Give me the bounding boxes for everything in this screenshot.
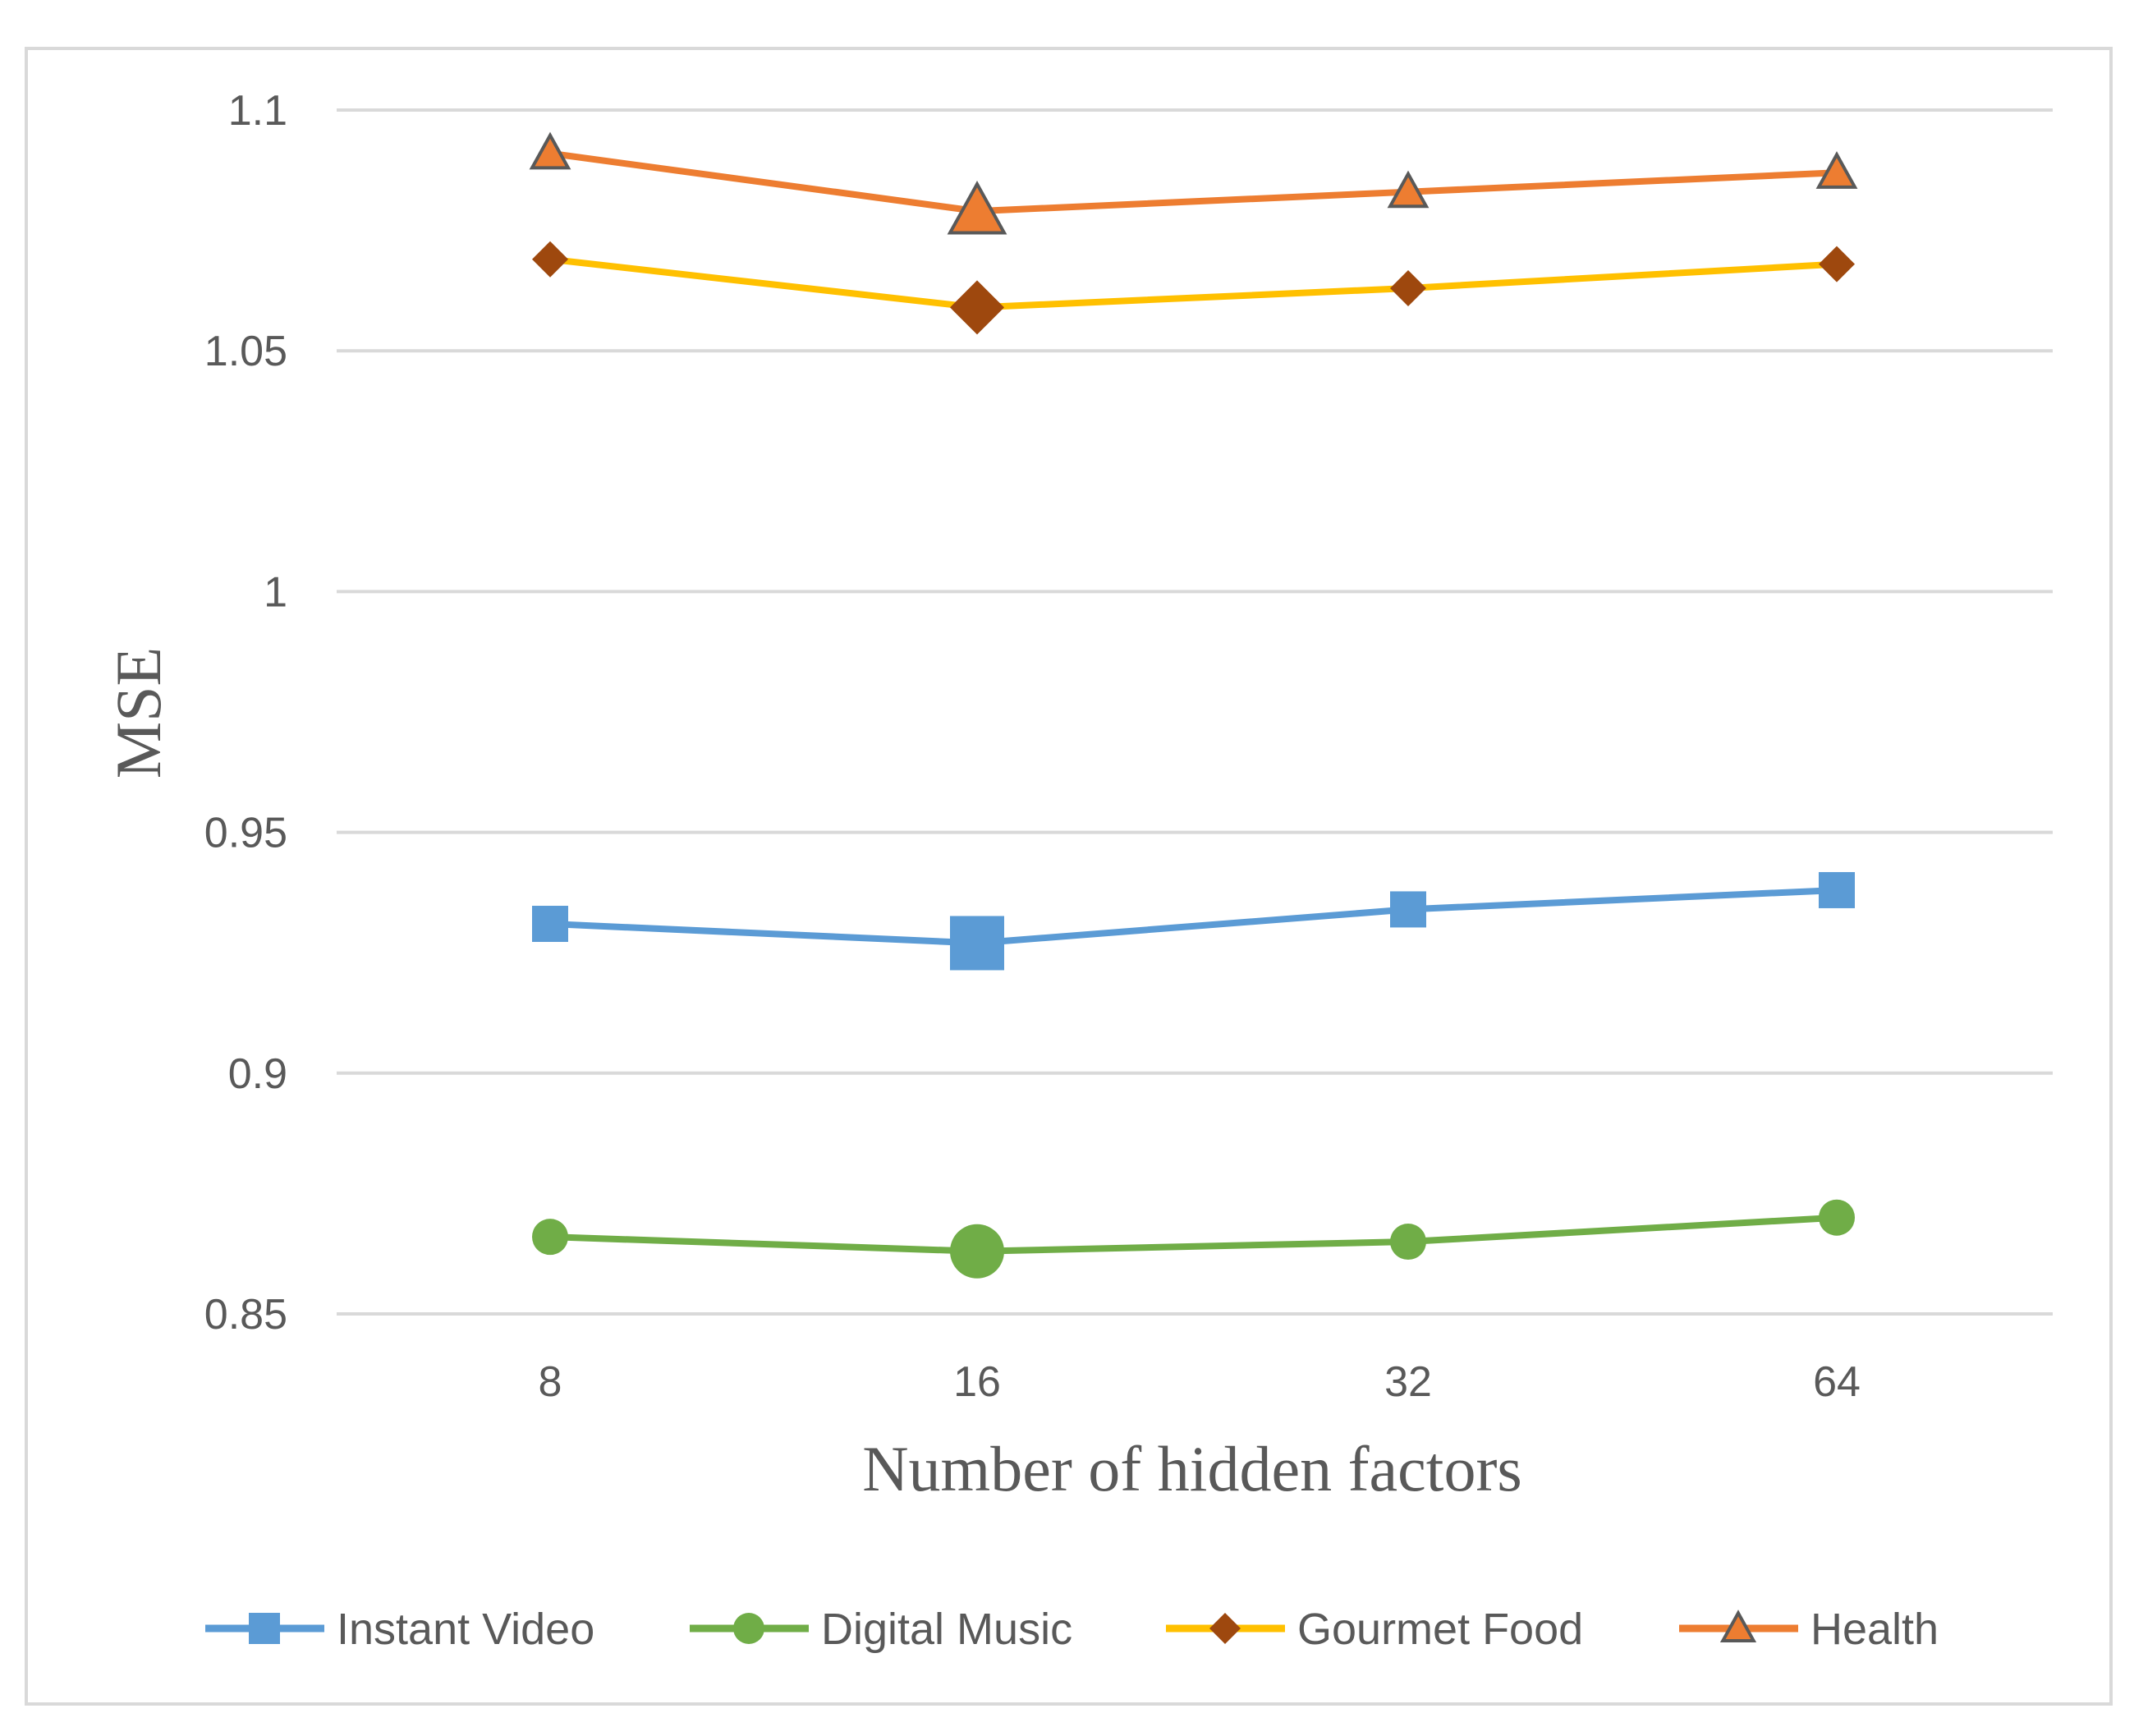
x-tick-label: 64 <box>1813 1358 1861 1406</box>
data-point <box>950 280 1004 335</box>
data-point <box>1819 1199 1855 1236</box>
data-point <box>1819 871 1855 908</box>
data-point <box>947 181 1007 235</box>
y-tick-label: 0.9 <box>228 1050 287 1098</box>
x-tick-label: 16 <box>953 1358 1001 1406</box>
data-point <box>1387 170 1430 209</box>
y-axis-title: MSE <box>103 647 174 778</box>
legend: Instant Video Digital Music Gourmet Food He… <box>205 1605 1939 1654</box>
data-point <box>1390 891 1426 928</box>
legend-item-gourmet-food: Gourmet Food <box>1166 1605 1583 1654</box>
series-layer <box>529 131 1858 1279</box>
y-tick-labels: 0.85 0.9 0.95 1 1.05 1.1 <box>204 87 287 1339</box>
data-point <box>532 906 568 943</box>
x-tick-label: 32 <box>1384 1358 1432 1406</box>
grid-layer <box>337 108 2053 1316</box>
legend-item-health: Health <box>1679 1605 1939 1654</box>
x-tick-label: 8 <box>539 1358 562 1406</box>
data-point <box>1390 1224 1426 1261</box>
data-point <box>529 131 571 170</box>
legend-item-instant-video: Instant Video <box>205 1605 594 1654</box>
series-line <box>549 886 1838 947</box>
legend-label: Digital Music <box>821 1605 1072 1654</box>
y-tick-label: 1 <box>264 568 287 616</box>
series-gourmet-food <box>532 241 1855 335</box>
legend-label: Instant Video <box>337 1605 594 1654</box>
legend-marker <box>1719 1610 1757 1642</box>
y-tick-label: 1.1 <box>228 87 287 135</box>
legend-marker <box>1209 1613 1241 1644</box>
chart-frame <box>25 47 2113 1706</box>
series-line <box>549 149 1838 215</box>
data-point <box>950 1224 1004 1279</box>
legend-marker <box>733 1613 764 1644</box>
legend-label: Gourmet Food <box>1297 1605 1583 1654</box>
series-line <box>549 255 1838 311</box>
series-health <box>529 131 1858 235</box>
data-point <box>1390 269 1426 306</box>
data-point <box>950 916 1004 971</box>
x-axis-title: Number of hidden factors <box>862 1433 1522 1504</box>
y-tick-label: 1.05 <box>204 328 287 375</box>
legend-marker <box>249 1613 280 1644</box>
x-tick-labels: 8 16 32 64 <box>539 1358 1861 1406</box>
y-tick-label: 0.85 <box>204 1291 287 1339</box>
data-point <box>532 241 568 278</box>
y-tick-label: 0.95 <box>204 810 287 857</box>
series-digital-music <box>532 1199 1855 1279</box>
data-point <box>1819 246 1855 282</box>
legend-label: Health <box>1810 1605 1939 1654</box>
series-instant-video <box>532 871 1855 971</box>
data-point <box>532 1219 568 1256</box>
data-point <box>1815 151 1858 189</box>
legend-item-digital-music: Digital Music <box>690 1605 1072 1654</box>
series-line <box>549 1214 1838 1255</box>
